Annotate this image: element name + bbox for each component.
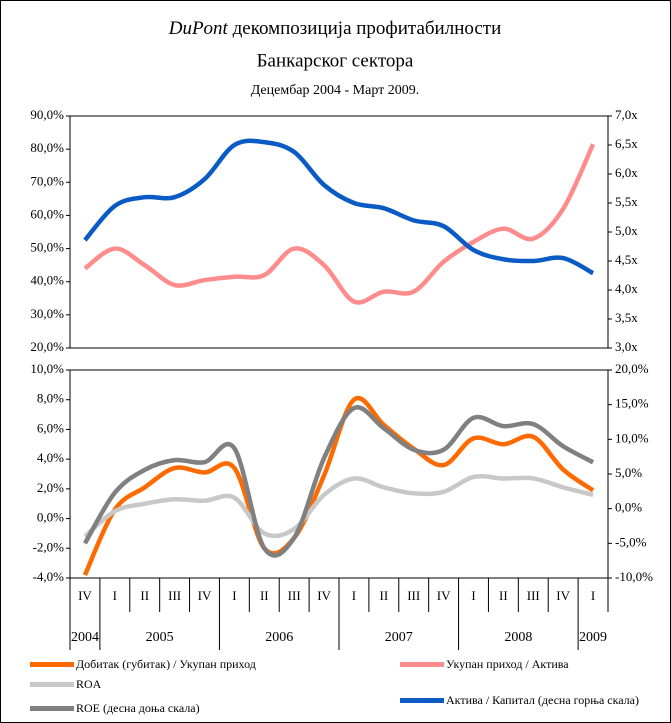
y-tick-label: -2,0% [33, 539, 65, 554]
y-tick-label: 70,0% [30, 173, 64, 188]
y-tick-label: 90,0% [30, 107, 64, 122]
y2-tick-label: 3,0x [615, 339, 638, 354]
y-tick-label: 80,0% [30, 140, 64, 155]
x-tick-label: IV [78, 588, 92, 603]
legend-swatch [400, 662, 444, 667]
legend-label: ROA [76, 677, 102, 691]
y-tick-label: 0,0% [37, 510, 64, 525]
y-tick-label: 40,0% [30, 273, 64, 288]
y2-tick-label: 6,5x [615, 136, 638, 151]
y-tick-label: -4,0% [33, 569, 65, 584]
x-tick-label: II [499, 588, 508, 603]
y-tick-label: 6,0% [37, 420, 64, 435]
series-line [83, 473, 594, 539]
title-rest: декомпозиција профитабилности [233, 18, 502, 39]
title-lead: DuPont [168, 18, 229, 39]
x-tick-label: III [407, 588, 420, 603]
year-label: 2004 [71, 630, 99, 645]
legend-swatch [30, 662, 74, 667]
legend-entry: Добитак (губитак) / Укупан приход [30, 658, 270, 671]
plot-area [69, 115, 609, 349]
x-tick-label: II [260, 588, 269, 603]
y2-tick-label: 20,0% [615, 361, 649, 376]
x-tick-label: IV [556, 588, 570, 603]
y2-tick-label: 5,0% [615, 465, 642, 480]
legend-entry: Укупан приход / Актива [400, 658, 640, 671]
legend-swatch [30, 706, 74, 711]
y-tick-label: 4,0% [37, 450, 64, 465]
legend-entry: Актива / Капитал (десна горња скала) [400, 694, 640, 707]
x-tick-label: IV [198, 588, 212, 603]
year-label: 2009 [579, 630, 607, 645]
y2-tick-label: 4,0x [615, 281, 638, 296]
legend-label: ROE (десна доња скала) [76, 701, 200, 715]
y2-tick-label: 3,5x [615, 310, 638, 325]
x-tick-label: IV [317, 588, 331, 603]
x-tick-label: II [379, 588, 388, 603]
legend-entry: ROA [30, 678, 270, 691]
year-label: 2005 [146, 630, 174, 645]
x-tick-label: I [113, 588, 117, 603]
y-tick-label: 10,0% [30, 361, 64, 376]
x-tick-label: I [232, 588, 236, 603]
y2-tick-label: 6,0x [615, 165, 638, 180]
y2-tick-label: 4,5x [615, 252, 638, 267]
series-line [82, 405, 595, 558]
y2-tick-label: 10,0% [615, 430, 649, 445]
series-line [82, 395, 595, 576]
y2-tick-label: 0,0% [615, 500, 642, 515]
y2-tick-label: -5,0% [615, 534, 647, 549]
x-tick-label: II [140, 588, 149, 603]
y-tick-label: 2,0% [37, 480, 64, 495]
series-line [83, 138, 595, 276]
y-tick-label: 30,0% [30, 306, 64, 321]
legend-label: Укупан приход / Актива [446, 657, 569, 671]
legend-label: Добитак (губитак) / Укупан приход [76, 657, 256, 671]
y2-tick-label: -10,0% [615, 569, 653, 584]
y-tick-label: 60,0% [30, 206, 64, 221]
year-label: 2006 [265, 630, 293, 645]
y2-tick-label: 7,0x [615, 107, 638, 122]
chart-subtitle: Децембар 2004 - Март 2009. [251, 83, 420, 98]
legend-entry: ROE (десна доња скала) [30, 702, 270, 715]
x-tick-label: I [352, 588, 356, 603]
y-tick-label: 20,0% [30, 339, 64, 354]
plot-area [69, 369, 609, 579]
y-tick-label: 50,0% [30, 240, 64, 255]
year-label: 2008 [504, 630, 532, 645]
legend-label: Актива / Капитал (десна горња скала) [446, 693, 639, 707]
x-tick-label: III [168, 588, 181, 603]
year-label: 2007 [385, 630, 413, 645]
x-tick-label: IV [437, 588, 451, 603]
y2-tick-label: 15,0% [615, 396, 649, 411]
chart-title: Банкарског сектора [257, 50, 414, 71]
y-tick-label: 8,0% [37, 391, 64, 406]
series-line [83, 143, 596, 305]
x-tick-label: III [527, 588, 540, 603]
y2-tick-label: 5,0x [615, 223, 638, 238]
legend-swatch [30, 682, 74, 687]
x-tick-label: III [288, 588, 301, 603]
legend-swatch [400, 698, 444, 703]
x-tick-label: I [471, 588, 475, 603]
y2-tick-label: 5,5x [615, 194, 638, 209]
x-tick-label: I [591, 588, 595, 603]
chart-title: DuPont декомпозиција профитабилности [168, 18, 502, 39]
